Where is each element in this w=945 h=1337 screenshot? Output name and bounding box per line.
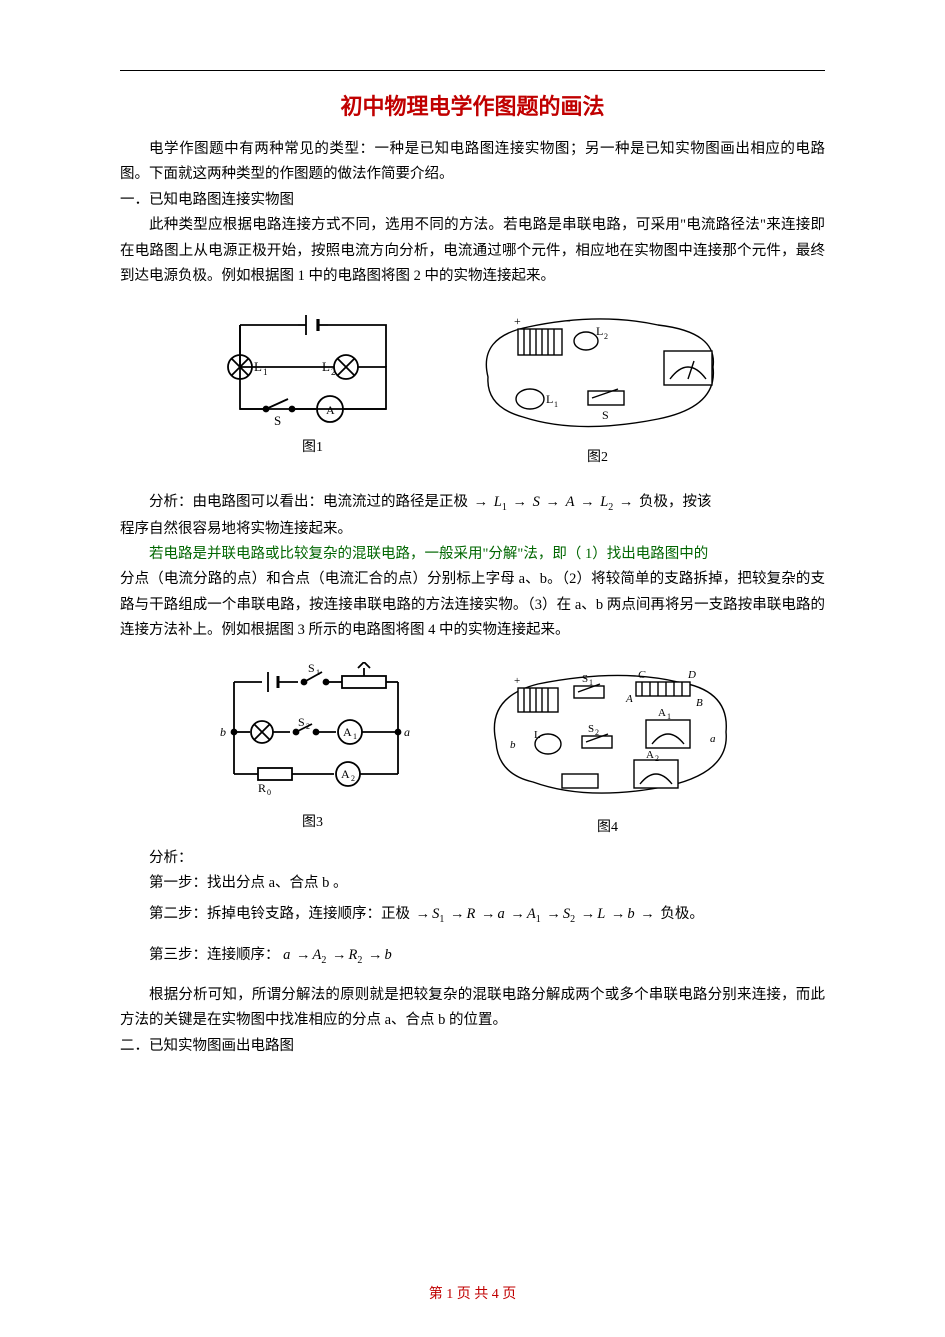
arrow-icon: → bbox=[330, 947, 349, 963]
svg-text:L: L bbox=[546, 392, 553, 406]
svg-text:2: 2 bbox=[351, 774, 355, 783]
step-1: 第一步：找出分点 a、合点 b 。 bbox=[120, 871, 825, 896]
arrow-icon: → bbox=[510, 494, 529, 510]
top-rule bbox=[120, 70, 825, 71]
svg-text:2: 2 bbox=[331, 367, 336, 377]
method-paragraph: 若电路是并联电路或比较复杂的混联电路，一般采用"分解"法，即（ 1）找出电路图中… bbox=[120, 542, 825, 567]
arrow-icon: → bbox=[448, 906, 467, 922]
page: 初中物理电学作图题的画法 电学作图题中有两种常见的类型：一种是已知电路图连接实物… bbox=[0, 0, 945, 1337]
svg-text:1: 1 bbox=[353, 732, 357, 741]
analysis-1: 分析：由电路图可以看出：电流流过的路径是正极 → L1 → S → A → L2… bbox=[120, 490, 825, 516]
svg-text:L: L bbox=[322, 359, 330, 374]
svg-text:R: R bbox=[258, 781, 266, 795]
svg-text:S: S bbox=[308, 662, 315, 675]
figure-3: S1 S2 A1 A2 R0 a b 图3 bbox=[208, 662, 418, 836]
footer-text-c: 页 bbox=[499, 1287, 517, 1302]
step-2-prefix: 第二步：拆掉电铃支路，连接顺序：正极 bbox=[149, 906, 410, 922]
svg-text:+: + bbox=[514, 675, 520, 687]
svg-text:1: 1 bbox=[554, 400, 558, 409]
svg-text:S: S bbox=[588, 723, 594, 735]
svg-text:2: 2 bbox=[604, 332, 608, 341]
svg-text:+: + bbox=[514, 314, 521, 328]
svg-text:S: S bbox=[602, 408, 609, 422]
svg-text:−: − bbox=[564, 314, 571, 328]
footer-text-b: 页 共 bbox=[453, 1287, 492, 1302]
arrow-icon: → bbox=[543, 494, 562, 510]
svg-text:2: 2 bbox=[655, 754, 659, 763]
arrow-icon: → bbox=[578, 494, 597, 510]
svg-text:S: S bbox=[274, 413, 281, 427]
svg-text:2: 2 bbox=[306, 722, 310, 731]
figure-row-1: L1 L2 S A 图1 bbox=[120, 307, 825, 466]
circuit-diagram-1: L1 L2 S A bbox=[218, 307, 408, 427]
svg-text:b: b bbox=[510, 739, 516, 751]
step-3: 第三步：连接顺序： a →A2 →R2 →b bbox=[120, 943, 825, 969]
figure-2: +− L1 L2 S 图2 bbox=[468, 307, 728, 466]
section-1-heading: 一．已知电路图连接实物图 bbox=[120, 188, 825, 213]
arrow-icon: → bbox=[544, 906, 563, 922]
arrow-icon: → bbox=[294, 947, 313, 963]
footer-text-a: 第 bbox=[429, 1287, 447, 1302]
footer-page-total: 4 bbox=[492, 1287, 499, 1302]
arrow-icon: → bbox=[508, 906, 527, 922]
analysis-1-suffix: 负极，按该 bbox=[639, 494, 712, 510]
figure-3-caption: 图3 bbox=[208, 811, 418, 831]
method-highlight: 若电路是并联电路或比较复杂的混联电路，一般采用"分解"法，即（ 1）找出电路图中… bbox=[149, 546, 708, 562]
figure-4-caption: 图4 bbox=[478, 816, 738, 836]
svg-text:C: C bbox=[638, 669, 646, 681]
svg-text:2: 2 bbox=[595, 728, 599, 737]
svg-text:1: 1 bbox=[667, 712, 671, 721]
section-2-heading: 二．已知实物图画出电路图 bbox=[120, 1034, 825, 1059]
step-2-suffix: 负极。 bbox=[660, 906, 704, 922]
section-1-p1: 此种类型应根据电路连接方式不同，选用不同的方法。若电路是串联电路，可采用"电流路… bbox=[120, 213, 825, 289]
svg-text:A: A bbox=[326, 403, 335, 417]
svg-text:A: A bbox=[341, 767, 350, 781]
circuit-diagram-3: S1 S2 A1 A2 R0 a b bbox=[208, 662, 418, 802]
intro-paragraph: 电学作图题中有两种常见的类型：一种是已知电路图连接实物图；另一种是已知实物图画出… bbox=[120, 137, 825, 188]
step-3-prefix: 第三步：连接顺序： bbox=[149, 947, 280, 963]
arrow-icon: → bbox=[366, 947, 385, 963]
arrow-icon: → bbox=[414, 906, 433, 922]
physical-diagram-4: + S1 C D A B L S2 A1 A2 a b bbox=[478, 662, 738, 807]
figure-row-2: S1 S2 A1 A2 R0 a b 图3 bbox=[120, 662, 825, 836]
svg-text:S: S bbox=[582, 673, 588, 685]
svg-text:A: A bbox=[646, 749, 654, 761]
figure-1: L1 L2 S A 图1 bbox=[218, 307, 408, 466]
svg-text:A: A bbox=[343, 725, 352, 739]
figure-4: + S1 C D A B L S2 A1 A2 a b 图4 bbox=[478, 662, 738, 836]
arrow-icon: → bbox=[617, 494, 636, 510]
svg-text:1: 1 bbox=[263, 367, 268, 377]
arrow-icon: → bbox=[479, 906, 498, 922]
svg-text:L: L bbox=[254, 359, 262, 374]
svg-text:D: D bbox=[687, 669, 696, 681]
figure-1-caption: 图1 bbox=[218, 436, 408, 456]
analysis-1-line2: 程序自然很容易地将实物连接起来。 bbox=[120, 517, 825, 542]
svg-text:A: A bbox=[658, 707, 666, 719]
svg-text:L: L bbox=[534, 729, 541, 741]
svg-text:b: b bbox=[220, 725, 226, 739]
svg-text:1: 1 bbox=[316, 668, 320, 677]
page-footer: 第 1 页 共 4 页 bbox=[0, 1283, 945, 1303]
step-2: 第二步：拆掉电铃支路，连接顺序：正极 →S1 →R →a →A1 →S2 →L … bbox=[120, 902, 825, 928]
arrow-icon: → bbox=[609, 906, 628, 922]
figure-2-caption: 图2 bbox=[468, 446, 728, 466]
svg-text:S: S bbox=[298, 715, 305, 729]
svg-text:B: B bbox=[696, 697, 703, 709]
analysis-1-prefix: 分析：由电路图可以看出：电流流过的路径是正极 bbox=[149, 494, 468, 510]
analysis-2-label: 分析： bbox=[120, 846, 825, 871]
method-paragraph-cont: 分点（电流分路的点）和合点（电流汇合的点）分别标上字母 a、b。（2）将较简单的… bbox=[120, 567, 825, 643]
physical-diagram-2: +− L1 L2 S bbox=[468, 307, 728, 437]
svg-text:0: 0 bbox=[267, 788, 271, 797]
page-title: 初中物理电学作图题的画法 bbox=[120, 89, 825, 121]
svg-text:L: L bbox=[596, 324, 603, 338]
svg-text:a: a bbox=[710, 733, 716, 745]
svg-text:1: 1 bbox=[589, 678, 593, 687]
summary-paragraph: 根据分析可知，所谓分解法的原则就是把较复杂的混联电路分解成两个或多个串联电路分别… bbox=[120, 983, 825, 1034]
arrow-icon: → bbox=[472, 494, 491, 510]
arrow-icon: → bbox=[579, 906, 598, 922]
svg-text:a: a bbox=[404, 725, 410, 739]
arrow-icon: → bbox=[638, 906, 657, 922]
svg-text:A: A bbox=[625, 693, 633, 705]
